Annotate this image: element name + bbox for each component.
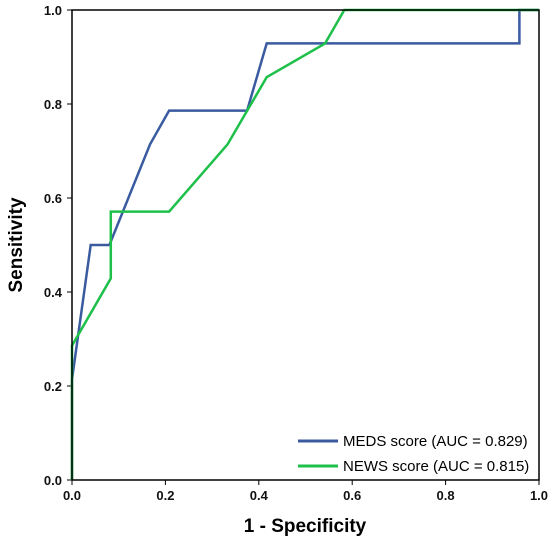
- y-tick-label: 0.4: [44, 285, 63, 300]
- legend-label-news: NEWS score (AUC = 0.815): [343, 458, 529, 475]
- x-tick-label: 0.8: [437, 488, 455, 503]
- legend-box: [294, 426, 537, 478]
- y-axis-title: Sensitivity: [6, 197, 27, 292]
- x-tick-label: 0.2: [156, 488, 174, 503]
- x-axis-title: 1 - Specificity: [244, 516, 367, 537]
- news-series-line: [70, 8, 539, 480]
- y-tick-label: 1.0: [44, 3, 62, 18]
- y-tick-label: 0.0: [44, 473, 62, 488]
- x-tick-label: 1.0: [530, 488, 548, 503]
- meds-series-line: [70, 8, 539, 480]
- plot-frame: [71, 9, 540, 481]
- y-tick-label: 0.2: [44, 379, 62, 394]
- y-tick-label: 0.8: [44, 97, 62, 112]
- y-tick-label: 0.6: [44, 191, 62, 206]
- legend-label-meds: MEDS score (AUC = 0.829): [343, 433, 528, 450]
- x-tick-label: 0.4: [250, 488, 269, 503]
- x-tick-label: 0.0: [63, 488, 81, 503]
- legend: MEDS score (AUC = 0.829) NEWS score (AUC…: [294, 426, 537, 478]
- x-tick-label: 0.6: [343, 488, 361, 503]
